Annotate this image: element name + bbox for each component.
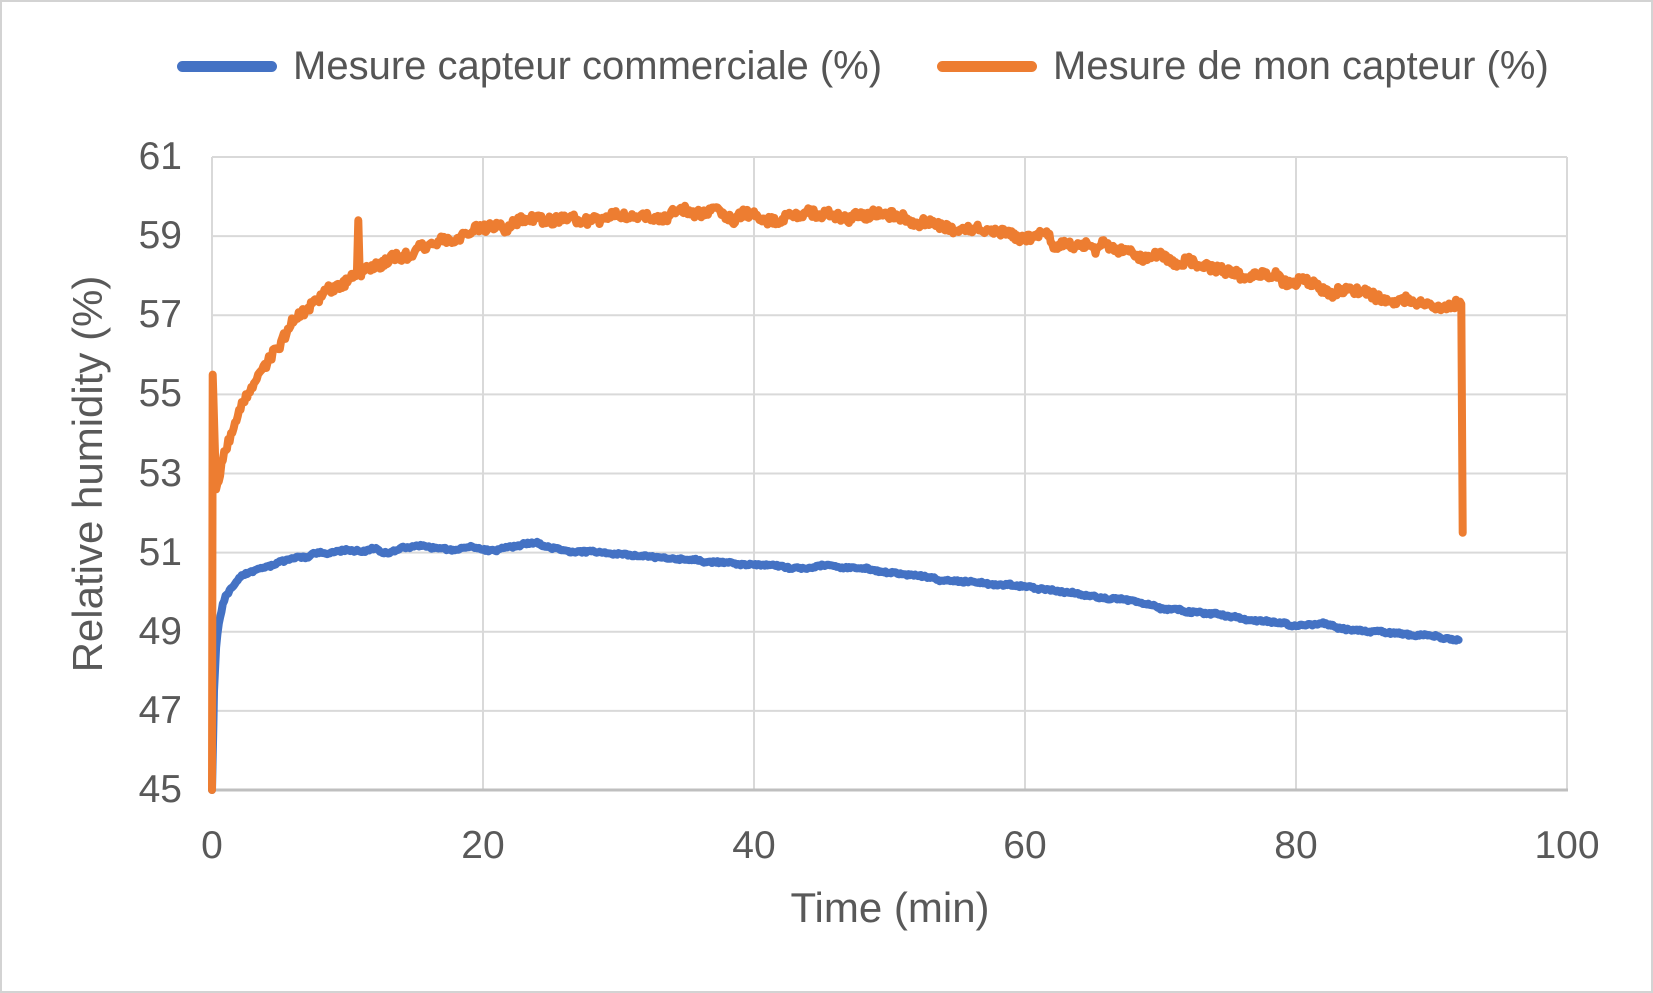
- y-tick-label-45: 45: [138, 768, 182, 811]
- y-tick-label-53: 53: [138, 451, 182, 495]
- y-tick-label-57: 57: [138, 293, 182, 337]
- legend-label-commercial-sensor: Mesure capteur commerciale (%): [293, 43, 883, 88]
- y-tick-label-51: 51: [138, 530, 182, 574]
- x-tick-label-80: 80: [1274, 824, 1318, 867]
- legend-item-my-sensor: Mesure de mon capteur (%): [937, 42, 1549, 90]
- x-tick-label-100: 100: [1534, 824, 1600, 867]
- y-tick-label-47: 47: [138, 688, 182, 732]
- y-tick-label-61: 61: [138, 135, 182, 178]
- y-tick-label-59: 59: [138, 214, 182, 258]
- x-axis-title: Time (min): [790, 884, 990, 931]
- legend-item-commercial-sensor: Mesure capteur commerciale (%): [177, 42, 882, 90]
- y-tick-label-49: 49: [138, 609, 182, 653]
- x-tick-label-0: 0: [201, 824, 223, 867]
- y-tick-label-55: 55: [138, 372, 182, 416]
- legend-swatch-commercial-sensor: [177, 60, 277, 72]
- series-line-my-sensor: [208, 201, 1467, 794]
- legend-label-my-sensor: Mesure de mon capteur (%): [1053, 43, 1549, 88]
- x-tick-label-40: 40: [732, 824, 776, 867]
- x-tick-label-20: 20: [461, 824, 505, 867]
- x-tick-label-60: 60: [1003, 824, 1047, 867]
- series-line-commercial-sensor: [208, 537, 1463, 794]
- legend-swatch-my-sensor: [937, 60, 1037, 72]
